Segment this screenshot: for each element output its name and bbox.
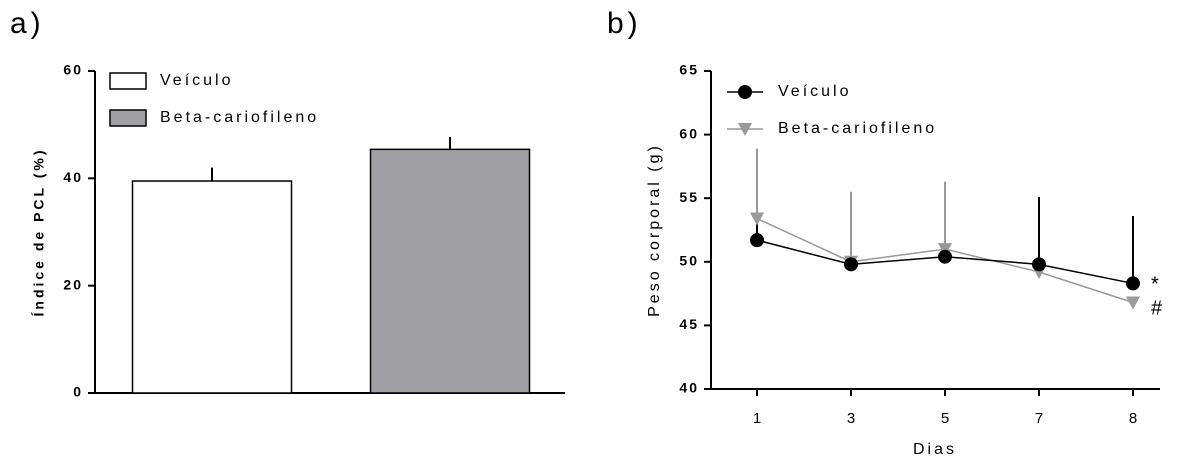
- annotation: #: [1151, 297, 1165, 319]
- y-tick-label: 40: [63, 169, 83, 185]
- y-tick-label: 50: [679, 253, 699, 269]
- bar: [131, 180, 293, 394]
- y-tick-label: 60: [63, 62, 83, 78]
- marker: [1032, 257, 1046, 272]
- y-axis-title: Índice de PCL (%): [31, 148, 47, 317]
- y-tick-label: 55: [679, 189, 699, 205]
- x-axis-title: Dias: [913, 441, 957, 458]
- y-axis-title: Peso corporal (g): [646, 143, 663, 317]
- y-tick-label: 20: [63, 276, 83, 292]
- legend-label: Beta-cariofileno: [778, 120, 937, 137]
- x-tick-label: 8: [1129, 410, 1137, 427]
- x-tick-label: 7: [1035, 410, 1043, 427]
- legend-label: Veículo: [778, 83, 851, 100]
- legend-swatch: [109, 109, 147, 127]
- legend-label: Beta-cariofileno: [160, 109, 319, 126]
- x-tick-label: 3: [847, 410, 855, 427]
- panel-label: a): [10, 7, 45, 40]
- x-tick-label: 5: [941, 410, 949, 427]
- marker: [1126, 276, 1140, 291]
- marker: [1126, 296, 1140, 310]
- panel-label: b): [607, 7, 642, 40]
- marker: [750, 233, 764, 248]
- annotation: *: [1151, 273, 1162, 295]
- y-tick-label: 0: [73, 384, 83, 400]
- y-tick-label: 45: [679, 316, 699, 332]
- legend-swatch: [109, 72, 147, 90]
- marker: [844, 257, 858, 272]
- y-tick-label: 40: [679, 380, 699, 396]
- marker: [738, 123, 752, 136]
- y-tick-label: 65: [679, 62, 699, 78]
- x-tick-label: 1: [753, 410, 761, 427]
- marker: [738, 85, 752, 99]
- marker: [938, 243, 952, 257]
- y-tick-label: 60: [679, 125, 699, 141]
- bar: [369, 148, 531, 394]
- marker: [750, 212, 764, 226]
- marker: [938, 249, 952, 264]
- legend-label: Veículo: [160, 72, 233, 89]
